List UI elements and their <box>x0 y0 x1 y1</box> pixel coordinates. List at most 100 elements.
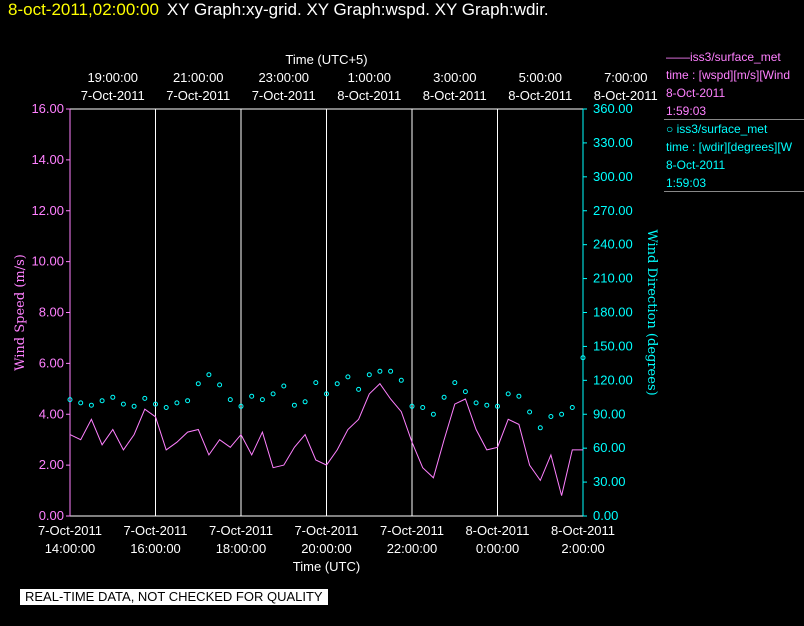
x-tick-label-date: 7-Oct-2011 <box>380 523 444 538</box>
left-tick-label: 2.00 <box>39 457 64 472</box>
legend-wspd-date: 8-Oct-2011 <box>666 86 726 100</box>
right-tick-label: 180.00 <box>593 305 633 320</box>
wspd-series-line <box>69 382 583 496</box>
right-axis-title: Wind Direction (degrees) <box>644 229 659 395</box>
legend-wdir: ○ iss3/surface_met time : [wdir][degrees… <box>666 120 804 192</box>
wdir-point <box>131 403 137 409</box>
wdir-point <box>153 401 158 407</box>
wdir-point <box>313 380 319 386</box>
left-tick-label: 4.00 <box>39 406 64 421</box>
x-tick-label-time: 16:00:00 <box>130 541 181 556</box>
wdir-point <box>78 400 84 406</box>
top-tick-label-time: 7:00:00 <box>604 70 647 85</box>
legend-divider <box>664 119 804 120</box>
wdir-point <box>142 395 148 401</box>
wdir-point <box>537 425 543 431</box>
left-tick-label: 16.00 <box>31 101 64 116</box>
wdir-point <box>516 393 522 399</box>
top-tick-label-time: 23:00:00 <box>258 70 309 85</box>
right-tick-label: 270.00 <box>593 203 633 218</box>
wdir-point <box>430 411 436 417</box>
legend-circle-marker: ○ <box>666 122 674 136</box>
x-tick-label-date: 8-Oct-2011 <box>465 523 529 538</box>
legend-wdir-time: 1:59:03 <box>666 176 707 190</box>
left-tick-label: 14.00 <box>31 152 64 167</box>
timestamp: 8-oct-2011,02:00:00 <box>8 0 159 19</box>
wdir-point <box>324 391 329 397</box>
top-tick-label-date: 7-Oct-2011 <box>166 88 230 103</box>
graph-title: XY Graph:xy-grid. XY Graph:wspd. XY Grap… <box>166 0 549 19</box>
x-tick-label-date: 7-Oct-2011 <box>123 523 187 538</box>
wdir-point <box>334 381 340 387</box>
x-tick-label-time: 0:00:00 <box>476 541 519 556</box>
right-tick-label: 120.00 <box>593 372 633 387</box>
wdir-point <box>249 393 255 399</box>
wdir-point <box>120 401 126 407</box>
legend-divider <box>664 191 804 192</box>
wdir-point <box>110 394 116 400</box>
wdir-point <box>88 402 94 408</box>
wdir-point <box>217 382 223 388</box>
legend-wspd-time: 1:59:03 <box>666 104 707 118</box>
wdir-point <box>580 355 586 361</box>
wdir-point <box>206 372 212 378</box>
wdir-point <box>291 402 297 408</box>
right-tick-label: 60.00 <box>593 440 626 455</box>
x-tick-label-date: 7-Oct-2011 <box>294 523 358 538</box>
top-tick-label-date: 7-Oct-2011 <box>252 88 316 103</box>
x-tick-label-time: 22:00:00 <box>387 541 438 556</box>
x-tick-label-time: 18:00:00 <box>216 541 267 556</box>
x-tick-label-date: 7-Oct-2011 <box>38 523 102 538</box>
wdir-point <box>398 377 404 383</box>
x-tick-label-time: 2:00:00 <box>561 541 604 556</box>
wdir-point <box>559 411 565 417</box>
left-axis-title: Wind Speed (m/s) <box>13 254 28 371</box>
wdir-point <box>409 403 415 409</box>
right-tick-label: 0.00 <box>593 508 618 523</box>
wdir-point <box>356 386 362 392</box>
wdir-point <box>484 402 490 408</box>
wdir-point <box>67 397 73 403</box>
wdir-point <box>174 400 180 406</box>
wdir-point <box>99 398 105 404</box>
wdir-point <box>495 403 500 409</box>
right-tick-label: 210.00 <box>593 271 633 286</box>
left-tick-label: 0.00 <box>39 508 64 523</box>
top-tick-label-time: 1:00:00 <box>348 70 391 85</box>
right-tick-label: 330.00 <box>593 135 633 150</box>
x-tick-label-time: 20:00:00 <box>301 541 352 556</box>
top-tick-label-time: 19:00:00 <box>87 70 138 85</box>
wdir-point <box>270 391 276 397</box>
wdir-point <box>195 381 201 387</box>
wdir-point <box>238 403 244 409</box>
wdir-point <box>259 397 265 403</box>
wdir-point <box>462 389 468 395</box>
wdir-point <box>345 374 351 380</box>
wdir-point <box>505 391 511 397</box>
wdir-point <box>452 380 458 386</box>
left-tick-label: 6.00 <box>39 355 64 370</box>
top-tick-label-time: 3:00:00 <box>433 70 476 85</box>
right-tick-label: 300.00 <box>593 169 633 184</box>
graph-header: 8-oct-2011,02:00:00 XY Graph:xy-grid. XY … <box>8 0 549 20</box>
wdir-point <box>473 400 479 406</box>
legend-line-marker: —— <box>666 50 690 64</box>
legend-wdir-field: time : [wdir][degrees][W <box>666 140 793 154</box>
top-tick-label-date: 8-Oct-2011 <box>508 88 572 103</box>
legend-wspd-source: iss3/surface_met <box>690 50 781 64</box>
top-tick-label-time: 21:00:00 <box>173 70 224 85</box>
top-tick-label-date: 7-Oct-2011 <box>81 88 145 103</box>
wdir-point <box>548 414 554 419</box>
right-tick-label: 90.00 <box>593 406 626 421</box>
right-tick-label: 30.00 <box>593 474 626 489</box>
wdir-point <box>302 399 308 405</box>
top-axis-title: Time (UTC+5) <box>285 52 367 67</box>
legend-wspd-field: time : [wspd][m/s][Wind <box>666 68 791 82</box>
top-tick-label-time: 5:00:00 <box>519 70 562 85</box>
wdir-point <box>366 372 372 378</box>
x-axis-title: Time (UTC) <box>293 559 360 574</box>
x-tick-label-date: 7-Oct-2011 <box>209 523 273 538</box>
wdir-point <box>388 368 394 374</box>
top-tick-label-date: 8-Oct-2011 <box>594 88 658 103</box>
